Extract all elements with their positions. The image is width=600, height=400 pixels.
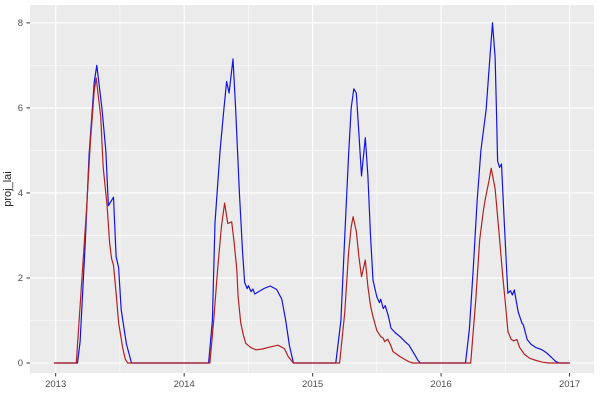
- y-tick-label: 6: [18, 103, 23, 114]
- plot-panel: [30, 5, 594, 373]
- y-tick-label: 0: [18, 358, 23, 369]
- series-blue_line: [53, 22, 571, 364]
- x-tick-label: 2013: [45, 379, 66, 390]
- y-tick-label: 2: [18, 273, 23, 284]
- series-red_line: [53, 77, 571, 364]
- x-tick-label: 2016: [431, 379, 452, 390]
- y-tick-label: 4: [18, 188, 23, 199]
- x-tick-label: 2017: [559, 379, 580, 390]
- y-tick-label: 8: [18, 18, 23, 29]
- x-tick-label: 2014: [174, 379, 195, 390]
- x-tick-label: 2015: [302, 379, 323, 390]
- y-axis-title: proj_lai: [2, 171, 14, 206]
